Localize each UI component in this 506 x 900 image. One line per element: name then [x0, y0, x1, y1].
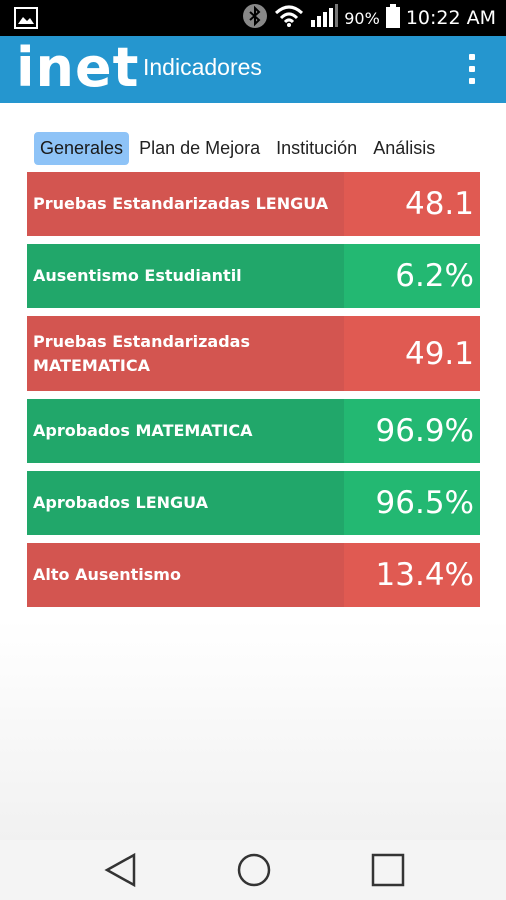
indicator-value: 6.2%: [395, 258, 474, 294]
indicator-card[interactable]: Pruebas Estandarizadas LENGUA 48.1: [27, 172, 480, 236]
main-content: Generales Plan de Mejora Institución Aná…: [0, 103, 506, 840]
tab-analisis[interactable]: Análisis: [373, 137, 436, 158]
tab-institucion[interactable]: Institución: [276, 137, 358, 158]
back-icon[interactable]: [104, 852, 138, 893]
page-title: Indicadores: [143, 54, 262, 80]
indicator-value: 13.4%: [375, 557, 474, 593]
indicator-label: Alto Ausentismo: [33, 565, 181, 584]
status-bar: 90% 10:22 AM: [0, 0, 506, 36]
indicator-card[interactable]: Pruebas Estandarizadas MATEMATICA 49.1: [27, 316, 480, 391]
indicator-card[interactable]: Aprobados MATEMATICA 96.9%: [27, 399, 480, 463]
battery-icon: [385, 3, 400, 33]
indicator-card[interactable]: Alto Ausentismo 13.4%: [27, 543, 480, 607]
indicator-list: Pruebas Estandarizadas LENGUA 48.1 Ausen…: [27, 172, 480, 615]
indicator-card[interactable]: Aprobados LENGUA 96.5%: [27, 471, 480, 535]
indicator-value: 48.1: [404, 186, 474, 222]
image-icon: [14, 7, 38, 34]
battery-percent: 90%: [344, 8, 380, 28]
recents-icon[interactable]: [370, 852, 406, 893]
indicator-label: Aprobados LENGUA: [33, 493, 209, 512]
indicator-card[interactable]: Ausentismo Estudiantil 6.2%: [27, 244, 480, 308]
app-bar: inet Indicadores: [0, 36, 506, 103]
indicator-label: Ausentismo Estudiantil: [33, 266, 242, 285]
overflow-menu-icon[interactable]: [468, 54, 476, 84]
home-icon[interactable]: [236, 852, 272, 893]
indicator-label: Pruebas Estandarizadas MATEMATICA: [33, 331, 250, 375]
signal-icon: [310, 3, 339, 33]
tab-generales[interactable]: Generales: [34, 131, 130, 165]
indicator-value: 49.1: [404, 335, 474, 372]
tab-plan-de-mejora[interactable]: Plan de Mejora: [139, 137, 261, 158]
indicator-label: Pruebas Estandarizadas LENGUA: [33, 194, 329, 213]
app-logo: inet: [16, 36, 140, 99]
wifi-icon: [274, 4, 304, 33]
indicator-value: 96.5%: [375, 485, 474, 521]
system-nav-bar: [0, 840, 506, 900]
clock: 10:22 AM: [405, 7, 496, 29]
indicator-value: 96.9%: [375, 413, 474, 449]
bluetooth-icon: [242, 3, 268, 34]
tab-bar: Generales Plan de Mejora Institución Aná…: [34, 130, 445, 166]
indicator-label: Aprobados MATEMATICA: [33, 421, 253, 440]
